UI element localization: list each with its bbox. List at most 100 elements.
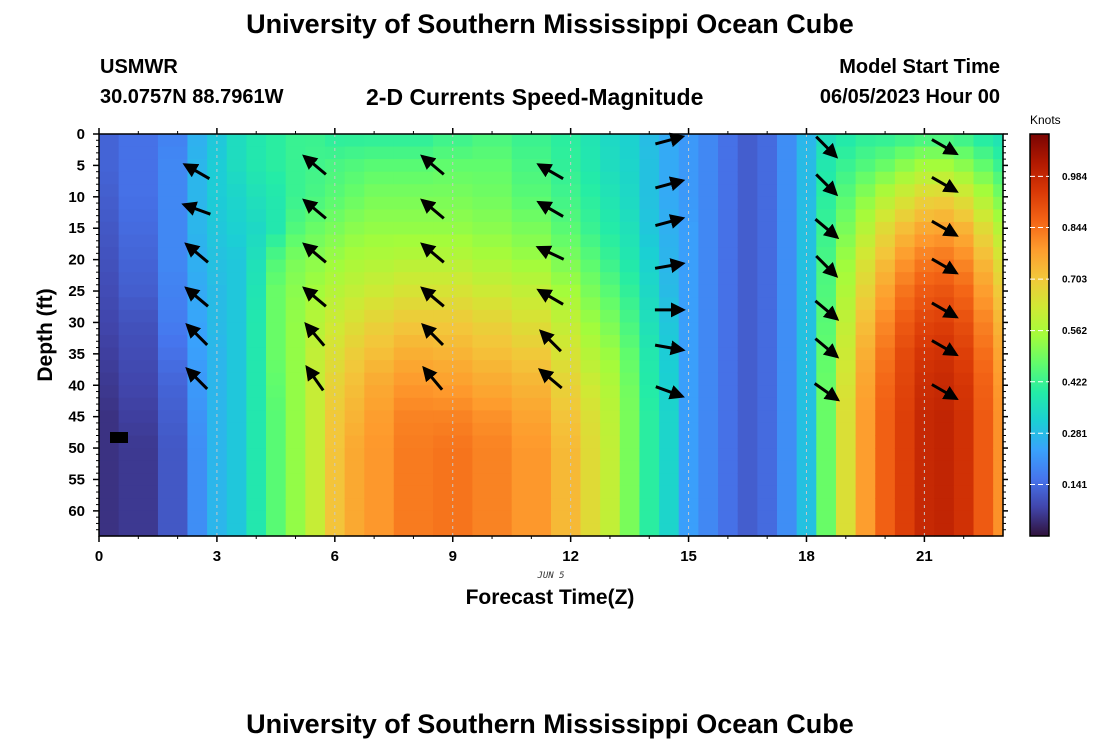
heatmap-cell [659, 473, 680, 487]
heatmap-cell [757, 297, 778, 311]
heatmap-cell [737, 498, 758, 512]
current-vector-arrow [302, 286, 327, 308]
heatmap-cell [894, 272, 916, 286]
heatmap-cell [393, 234, 434, 248]
heatmap-cell [757, 171, 778, 185]
heatmap-cell [266, 422, 287, 437]
heatmap-cell [953, 523, 975, 537]
heatmap-cell [157, 347, 189, 361]
heatmap-cell [157, 360, 189, 374]
heatmap-cell [305, 259, 326, 273]
heatmap-cell [246, 523, 267, 537]
heatmap-cell [364, 360, 395, 374]
heatmap-cell [246, 385, 267, 399]
heatmap-cell [285, 134, 306, 148]
heatmap-cell [266, 335, 287, 349]
heatmap-cell [344, 209, 365, 223]
heatmap-cell [659, 159, 680, 173]
heatmap-cell [698, 523, 719, 537]
heatmap-cell [777, 448, 798, 462]
y-tick-label: 0 [77, 126, 85, 143]
x-tick-label: 6 [331, 548, 339, 565]
heatmap-cell [757, 322, 778, 336]
heatmap-cell [835, 297, 857, 311]
x-tick-label: 18 [798, 548, 815, 565]
heatmap-cell [953, 159, 975, 173]
heatmap-cell [325, 385, 346, 399]
heatmap-cell [973, 448, 994, 462]
heatmap-cell [835, 259, 857, 273]
heatmap-cell [777, 171, 798, 185]
heatmap-cell [757, 448, 778, 462]
heatmap-cell [816, 159, 837, 173]
heatmap-cell [393, 134, 434, 148]
heatmap [99, 134, 1004, 537]
heatmap-cell [875, 422, 896, 437]
heatmap-cell [511, 397, 552, 411]
heatmap-cell [580, 247, 601, 261]
colorbar-title: Knots [1030, 113, 1061, 127]
heatmap-cell [285, 397, 306, 411]
heatmap-cell [551, 221, 582, 236]
heatmap-cell [816, 247, 837, 261]
heatmap-cell [855, 335, 876, 349]
heatmap-cell [914, 385, 935, 399]
current-vector-arrow [420, 242, 445, 264]
heatmap-cell [816, 397, 837, 411]
heatmap-cell [816, 234, 837, 248]
heatmap-cell [511, 134, 552, 148]
heatmap-cell [393, 498, 434, 512]
heatmap-cell [953, 397, 975, 411]
y-tick-label: 35 [68, 346, 85, 363]
heatmap-cell [600, 372, 621, 386]
heatmap-cell [639, 259, 660, 273]
heatmap-cell [551, 335, 582, 349]
heatmap-cell [511, 460, 552, 474]
heatmap-cell [835, 309, 857, 324]
heatmap-cell [364, 247, 395, 261]
heatmap-cell [364, 410, 395, 424]
heatmap-cell [619, 498, 641, 512]
y-tick-label: 25 [68, 283, 85, 300]
heatmap-cell [344, 247, 365, 261]
heatmap-cell [207, 196, 228, 210]
heatmap-cell [835, 159, 857, 173]
heatmap-cell [894, 259, 916, 273]
heatmap-cell [737, 159, 758, 173]
heatmap-cell [659, 485, 680, 499]
heatmap-cell [875, 234, 896, 248]
heatmap-cell [246, 146, 267, 160]
heatmap-cell [639, 297, 660, 311]
heatmap-cell [285, 460, 306, 474]
heatmap-cell [600, 184, 621, 198]
heatmap-cell [600, 473, 621, 487]
heatmap-cell [816, 209, 837, 223]
heatmap-cell [835, 221, 857, 236]
heatmap-cell [835, 284, 857, 298]
heatmap-cell [246, 322, 267, 336]
heatmap-cell [973, 347, 994, 361]
heatmap-cell [757, 435, 778, 449]
heatmap-cell [157, 297, 189, 311]
heatmap-cell [551, 360, 582, 374]
y-tick-label: 40 [68, 377, 85, 394]
heatmap-cell [472, 347, 513, 361]
heatmap-cell [698, 284, 719, 298]
heatmap-cell [698, 498, 719, 512]
heatmap-cell [99, 372, 120, 386]
heatmap-cell [364, 134, 395, 148]
heatmap-cell [953, 498, 975, 512]
heatmap-cell [118, 523, 159, 537]
heatmap-cell [226, 385, 247, 399]
heatmap-cell [580, 171, 601, 185]
heatmap-cell [973, 184, 994, 198]
current-vector-arrow [302, 154, 327, 176]
heatmap-cell [226, 498, 247, 512]
heatmap-cell [835, 448, 857, 462]
heatmap-cell [226, 284, 247, 298]
heatmap-cell [118, 335, 159, 349]
heatmap-cell [246, 247, 267, 261]
heatmap-cell [875, 397, 896, 411]
heatmap-cell [796, 322, 817, 336]
heatmap-cell [993, 247, 1004, 261]
